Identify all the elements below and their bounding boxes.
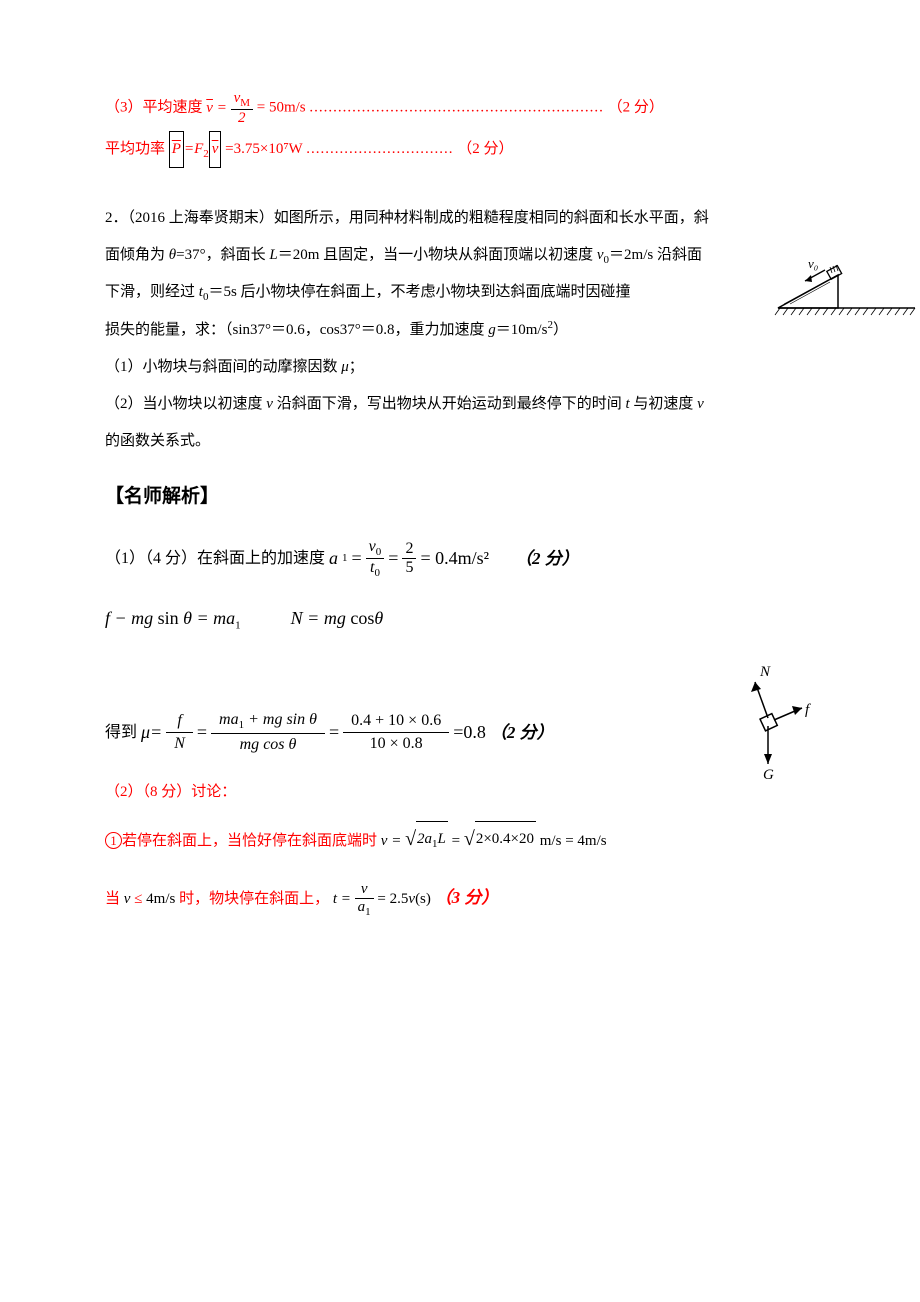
incline-diagram: v₀ <box>770 260 920 320</box>
dots-1: ........................................… <box>309 100 604 116</box>
svg-text:N: N <box>759 664 771 680</box>
answer-line-1: （3）平均速度 v = vM 2 = 50m/s ...............… <box>105 90 820 127</box>
sqrt-2: √2×0.4×20 <box>464 817 536 861</box>
problem-line2: 面倾角为 θ=37°，斜面长 L＝20m 且固定，当一小物块从斜面顶端以初速度 … <box>105 239 820 272</box>
case-prefix: 1若停在斜面上，当恰好停在斜面底端时 <box>105 833 377 849</box>
s5-unit: m/s = 4m/s <box>540 833 607 849</box>
s1-points: （2 分） <box>515 540 579 577</box>
case-1: 1若停在斜面上，当恰好停在斜面底端时 v = √2a1L = √2×0.4×20… <box>105 817 820 861</box>
frac-f-n: f N <box>166 710 193 754</box>
s1-result: = 50m/s <box>257 100 306 116</box>
dots-2: ............................... <box>306 141 453 157</box>
s3-label: 得到 <box>105 715 137 750</box>
free-body-diagram: N f G <box>730 664 820 784</box>
frac-v0-t0: v0 t0 <box>366 538 385 580</box>
frac-v-a1: v a1 <box>355 881 374 918</box>
svg-text:f: f <box>805 702 811 718</box>
s1-result: = 0.4m/s² <box>420 539 489 579</box>
solution-step-1: （1）（4 分）在斜面上的加速度 a1 = v0 t0 = 2 5 = 0.4m… <box>105 538 820 580</box>
s3-points: （2 分） <box>490 714 554 751</box>
svg-text:v₀: v₀ <box>808 260 818 271</box>
points-2: （2 分） <box>457 141 513 157</box>
sqrt-1: √2a1L <box>405 817 448 861</box>
force-equations: f − mg sin θ = ma1 N = mg cosθ <box>105 599 820 639</box>
solution-heading: 【名师解析】 <box>105 476 820 518</box>
problem-line4: 损失的能量，求：（sin37°＝0.6，cos37°＝0.8，重力加速度 g＝1… <box>105 313 820 347</box>
frac-expand: ma1 + mg sin θ mg cos θ <box>211 709 325 756</box>
question-1: （1）小物块与斜面间的动摩擦因数 μ； <box>105 351 820 384</box>
pbar-formula: P=F2v <box>169 141 222 157</box>
frac-2-5: 2 5 <box>402 540 416 576</box>
problem-header: 2．（2016 上海奉贤期末）如图所示，用同种材料制成的粗糙程度相同的斜面和长水… <box>105 202 820 235</box>
eq-n: N = mg cosθ <box>291 599 384 639</box>
question-2b: 的函数关系式。 <box>105 425 820 458</box>
discussion-header: （2）（8 分）讨论： <box>105 776 820 809</box>
s1-label: （1）（4 分）在斜面上的加速度 <box>105 541 325 576</box>
question-2a: （2）当小物块以初速度 v 沿斜面下滑，写出物块从开始运动到最终停下的时间 t … <box>105 388 820 421</box>
answer-line-2: 平均功率 P=F2v =3.75×10⁷W ..................… <box>105 131 820 168</box>
case-1-result: 当 v ≤ 4m/s 时，物块停在斜面上， t = v a1 = 2.5v(s)… <box>105 879 820 918</box>
s6-points: （3 分） <box>435 888 499 907</box>
solution-mu: 得到 μ= f N = ma1 + mg sin θ mg cos θ = 0.… <box>105 709 820 756</box>
s6-result: = 2.5v(s) <box>377 891 430 907</box>
svg-text:G: G <box>763 767 774 783</box>
problem-line3: 下滑，则经过 t0＝5s 后小物块停在斜面上，不考虑小物块到达斜面底端时因碰撞 <box>105 276 820 309</box>
s2-result: =3.75×10⁷W <box>225 141 302 157</box>
s2-prefix: 平均功率 <box>105 141 169 157</box>
s3-result: =0.8 <box>453 713 486 753</box>
frac-vm-2: vM 2 <box>231 90 253 127</box>
frac-numeric: 0.4 + 10 × 0.6 10 × 0.8 <box>343 710 449 754</box>
vbar: v = <box>206 100 230 116</box>
eq-f: f − mg sin θ = ma1 <box>105 599 241 639</box>
s1-prefix: （3）平均速度 <box>105 100 206 116</box>
points-1: （2 分） <box>608 100 664 116</box>
